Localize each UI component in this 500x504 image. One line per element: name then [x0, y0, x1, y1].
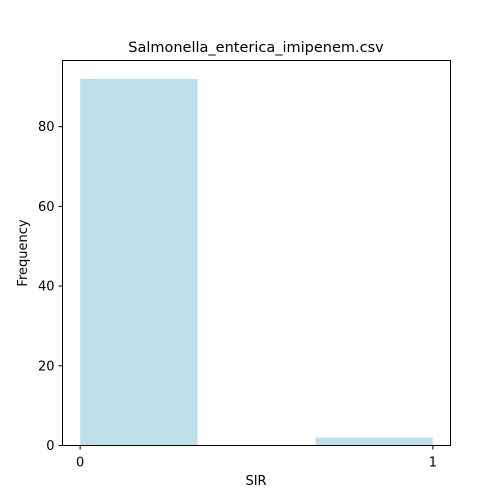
- x-tick-label: 1: [429, 456, 437, 471]
- histogram-bar-2: [315, 437, 433, 446]
- x-axis-label: SIR: [245, 474, 266, 489]
- y-tick-label: 40: [38, 280, 55, 295]
- y-tick-label: 20: [38, 359, 55, 374]
- bars-layer: [80, 78, 433, 446]
- plot-frame: [62, 60, 451, 446]
- y-tick-label: 80: [38, 120, 55, 135]
- y-tick-label: 60: [38, 200, 55, 215]
- y-tick-label: 0: [46, 439, 54, 454]
- y-axis-ticks: 0 20 40 60 80: [38, 120, 63, 454]
- histogram-bar-0: [80, 78, 198, 446]
- chart-title: Salmonella_enterica_imipenem.csv: [128, 40, 384, 56]
- x-tick-label: 0: [76, 456, 84, 471]
- y-axis-label: Frequency: [16, 219, 31, 286]
